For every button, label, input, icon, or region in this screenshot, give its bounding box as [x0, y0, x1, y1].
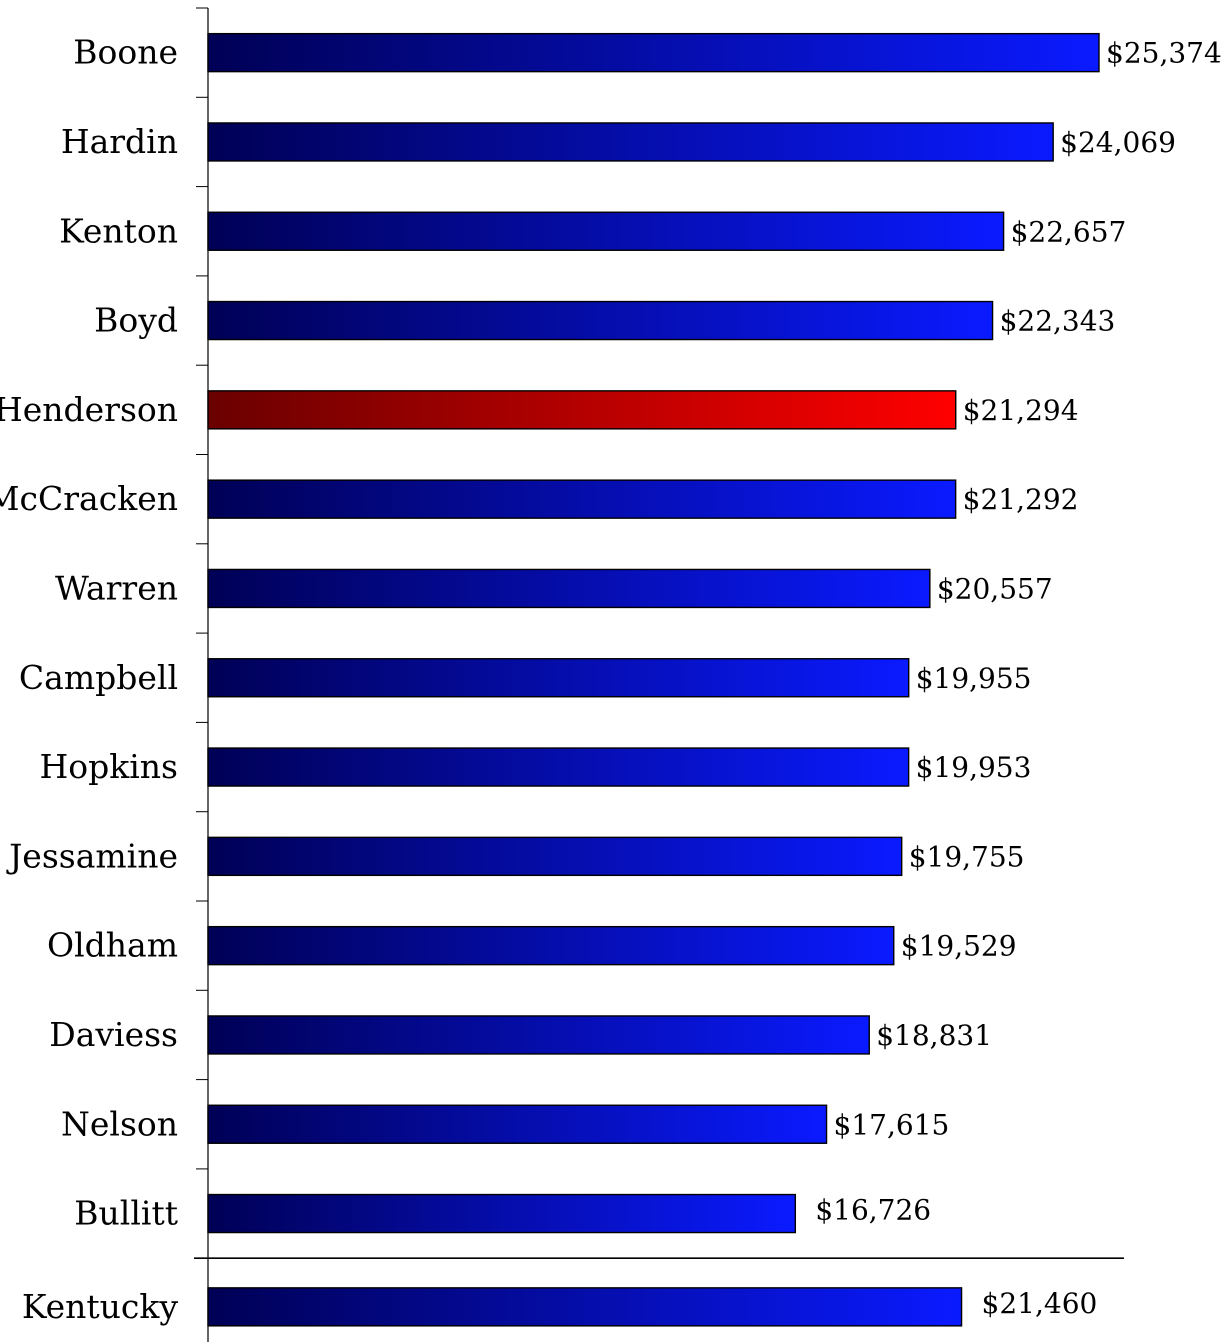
category-label-hardin: Hardin [61, 122, 178, 161]
category-label-daviess: Daviess [49, 1015, 178, 1054]
bar-henderson [207, 390, 957, 430]
value-label-nelson: $17,615 [834, 1108, 950, 1141]
bar-boone [207, 32, 1100, 73]
category-label-jessamine: Jessamine [6, 836, 178, 875]
value-label-boone: $25,374 [1106, 37, 1222, 70]
category-label-hopkins: Hopkins [39, 747, 178, 786]
value-label-campbell: $19,955 [916, 662, 1032, 695]
bar-daviess [207, 1015, 870, 1055]
value-label-jessamine: $19,755 [909, 840, 1025, 873]
category-label-warren: Warren [55, 568, 178, 607]
bar-jessamine [207, 836, 903, 877]
category-label-kenton: Kenton [59, 211, 178, 250]
category-label-nelson: Nelson [61, 1104, 178, 1143]
value-label-boyd: $22,343 [1000, 305, 1116, 338]
bar-oldham [207, 925, 895, 966]
value-label-daviess: $18,831 [876, 1019, 992, 1052]
category-label-henderson: Henderson [0, 390, 178, 429]
labels-layer: Boone $25,374 Hardin $24,069 Kenton $22,657 Bo… [0, 33, 1222, 1326]
category-label-boyd: Boyd [94, 301, 178, 340]
value-label-warren: $20,557 [937, 572, 1053, 605]
value-label-hardin: $24,069 [1060, 126, 1176, 159]
value-label-oldham: $19,529 [901, 930, 1017, 963]
bar-hardin [207, 122, 1054, 162]
value-label-kentucky: $21,460 [982, 1287, 1098, 1320]
category-label-kentucky: Kentucky [22, 1287, 179, 1326]
category-label-campbell: Campbell [19, 658, 178, 697]
bar-warren [207, 568, 931, 609]
value-label-kenton: $22,657 [1011, 215, 1127, 248]
category-label-mccracken: McCracken [0, 479, 178, 518]
category-label-boone: Boone [73, 33, 178, 72]
category-label-bullitt: Bullitt [74, 1194, 178, 1233]
bar-campbell [207, 658, 910, 698]
bar-kentucky [207, 1287, 963, 1327]
value-label-bullitt: $16,726 [815, 1194, 931, 1227]
value-label-henderson: $21,294 [963, 394, 1079, 427]
bar-kenton [207, 211, 1005, 251]
value-label-hopkins: $19,953 [916, 751, 1032, 784]
category-label-oldham: Oldham [47, 926, 178, 965]
bar-boyd [207, 300, 994, 341]
bar-hopkins [207, 747, 910, 787]
value-label-mccracken: $21,292 [963, 483, 1079, 516]
bar-bullitt [207, 1193, 797, 1234]
bars-layer [207, 32, 1100, 1327]
bar-nelson [207, 1104, 828, 1144]
bar-mccracken [207, 479, 957, 519]
